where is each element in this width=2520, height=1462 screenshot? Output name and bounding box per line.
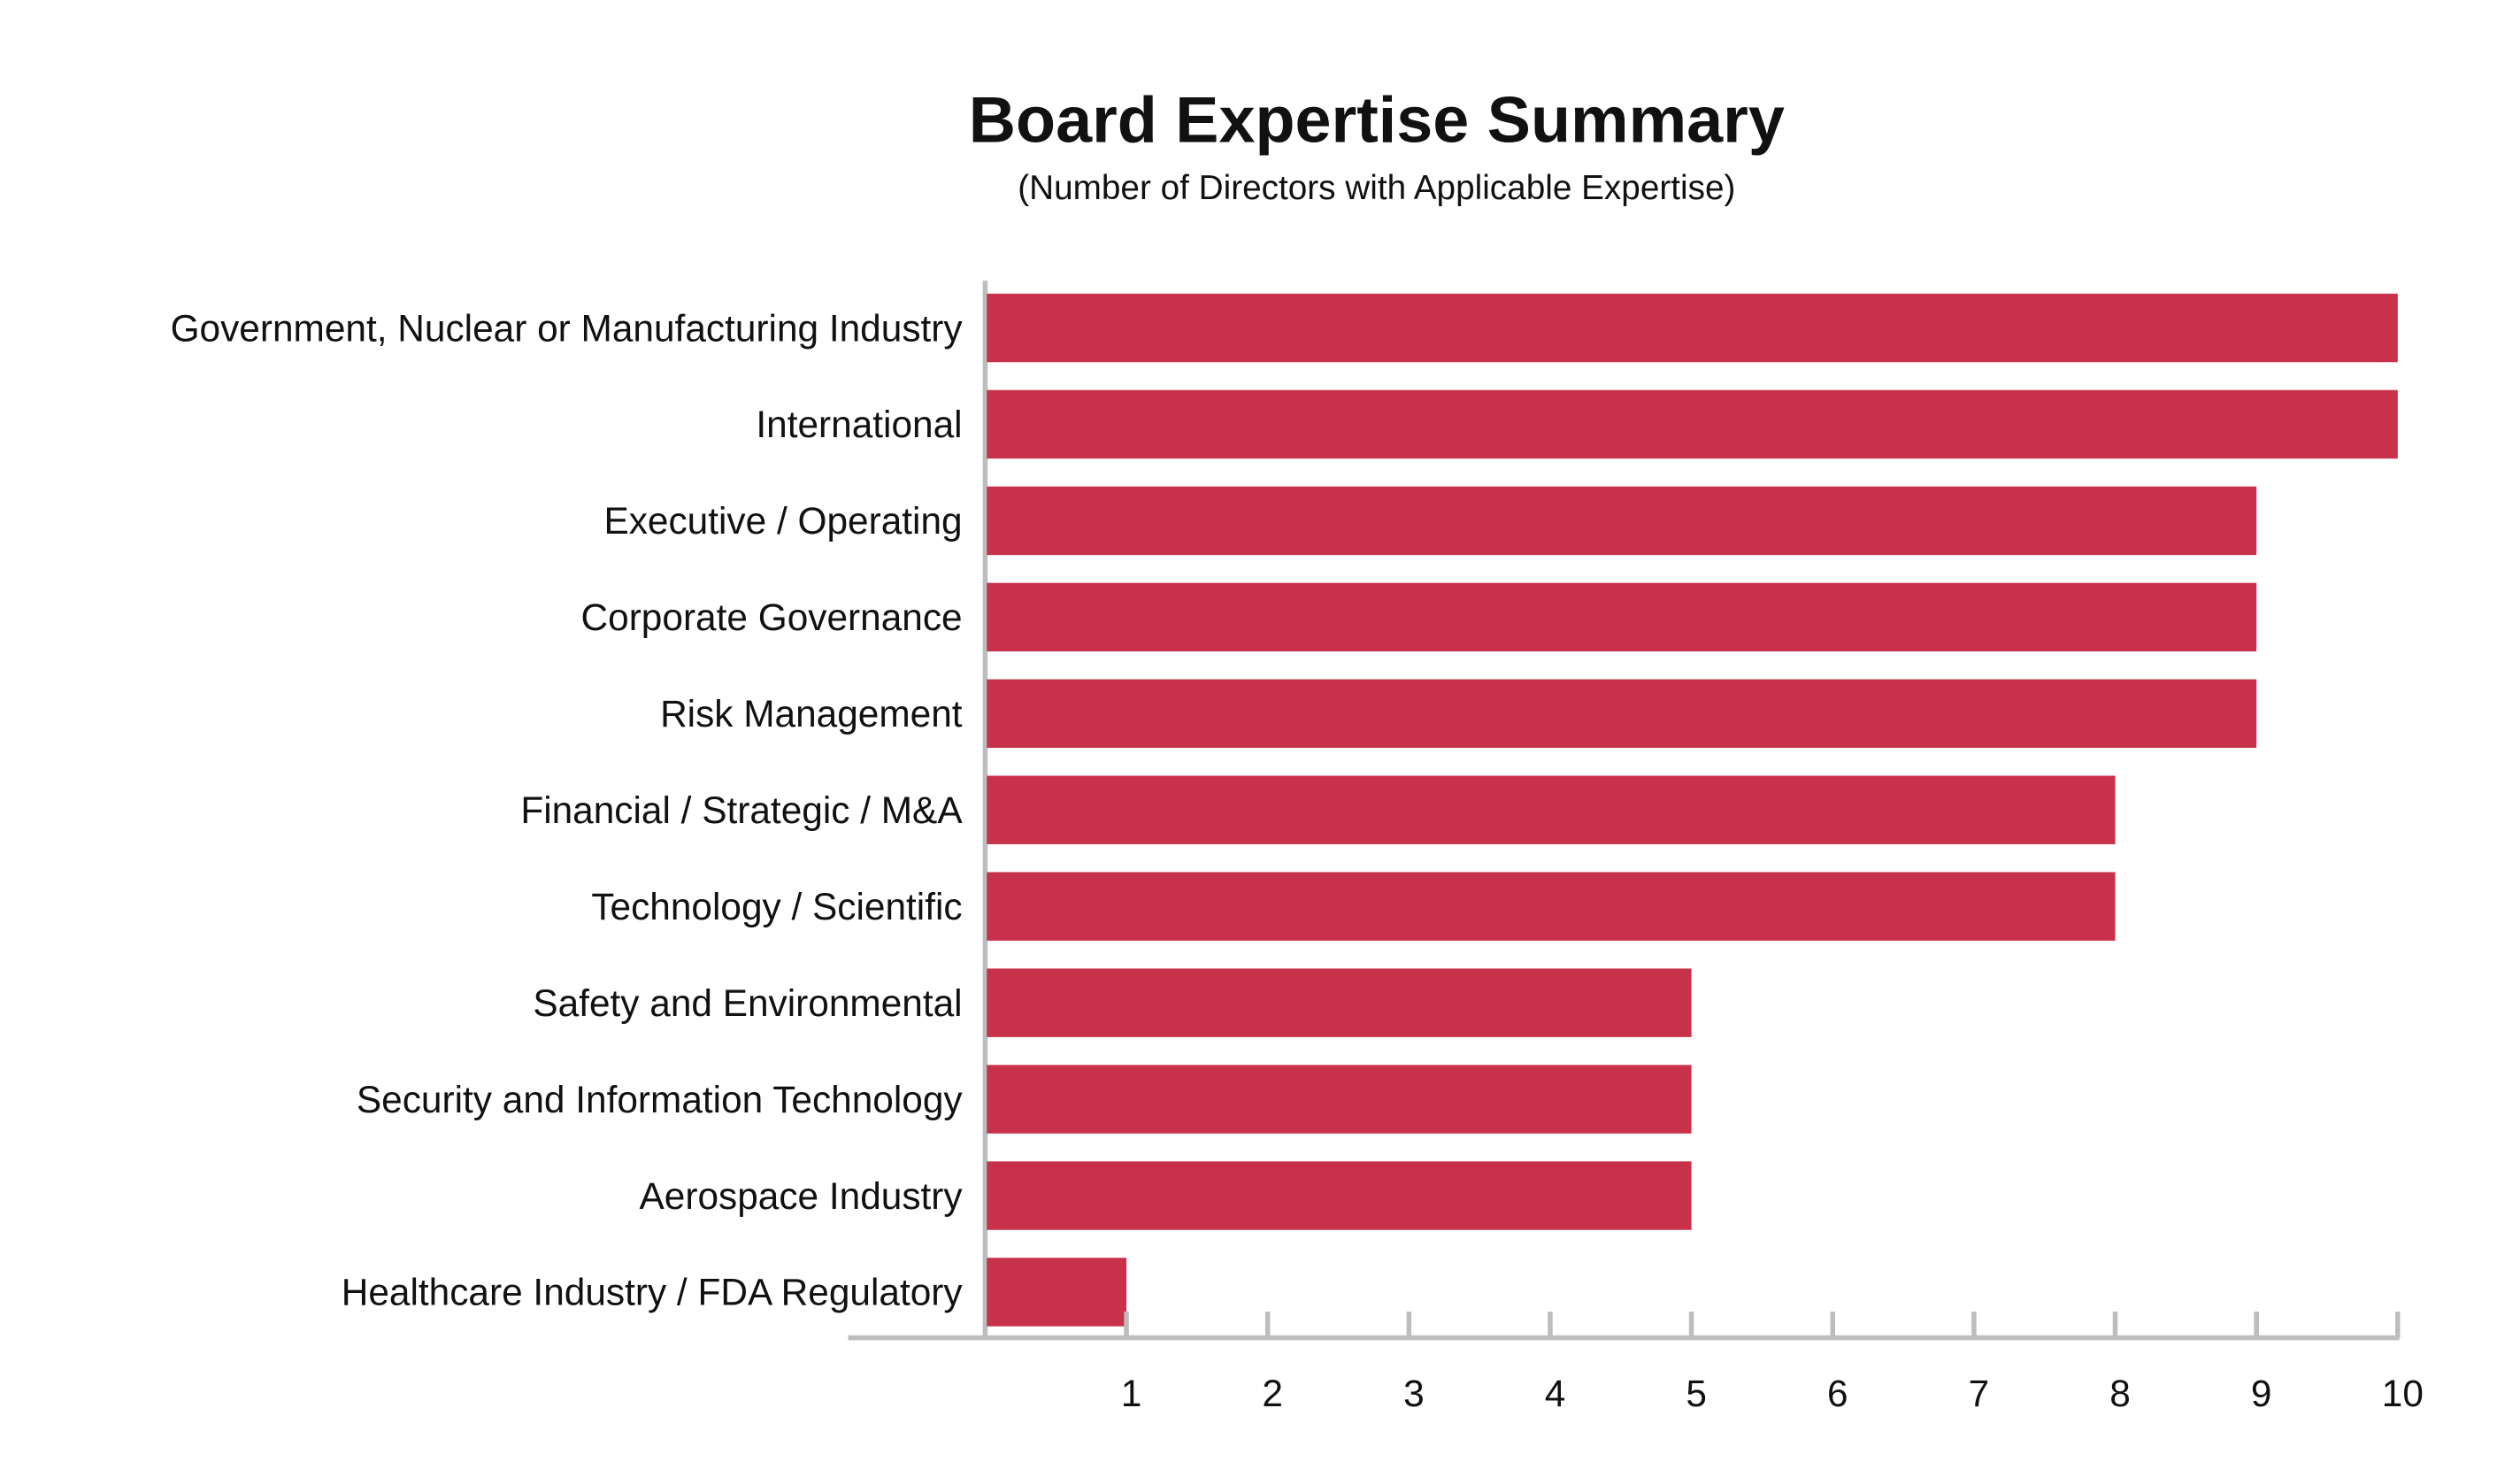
category-label: Corporate Governance [581,596,963,638]
category-label: Safety and Environmental [533,982,962,1024]
bar [987,486,2257,556]
x-tick-label: 10 [2382,1373,2424,1414]
category-label: Security and Information Technology [357,1079,963,1120]
category-label: Healthcare Industry / FDA Regulatory [342,1272,964,1313]
category-label: Technology / Scientific [591,886,962,927]
bar [987,968,1692,1037]
x-tick-label: 6 [1827,1373,1848,1414]
x-tick-label: 7 [1969,1373,1990,1414]
category-label: International [756,404,962,445]
chart-subtitle: (Number of Directors with Applicable Exp… [1018,169,1736,208]
category-label: Aerospace Industry [640,1175,964,1217]
bar [987,1065,1692,1134]
bar [987,293,2398,363]
x-tick-label: 3 [1403,1373,1425,1414]
category-label: Risk Management [660,693,963,735]
x-tick-label: 5 [1686,1373,1707,1414]
bar [987,1161,1692,1230]
chart-title: Board Expertise Summary [968,84,1785,157]
category-label: Government, Nuclear or Manufacturing Ind… [171,307,964,349]
x-tick-label: 1 [1121,1373,1142,1414]
bar [987,582,2257,652]
x-tick-label: 4 [1545,1373,1566,1414]
x-tick-label: 2 [1262,1373,1283,1414]
bar [987,1258,1127,1327]
x-tick-label: 8 [2109,1373,2131,1414]
category-label: Executive / Operating [603,500,962,542]
bar [987,679,2257,749]
x-tick-label: 9 [2251,1373,2272,1414]
bar [987,389,2398,459]
bar [987,872,2116,941]
category-label: Financial / Strategic / M&A [520,789,963,831]
bar [987,775,2116,844]
